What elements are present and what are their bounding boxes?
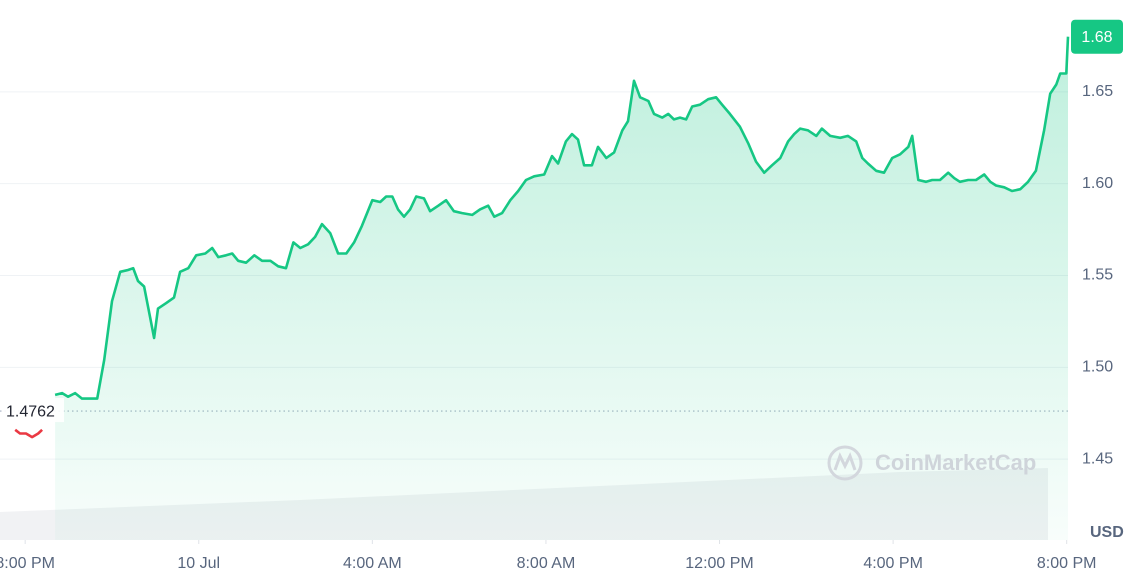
x-tick-label: 10 Jul <box>177 555 220 572</box>
watermark: CoinMarketCap <box>827 445 1036 481</box>
unit-label: USD <box>1090 524 1124 541</box>
y-tick-label: 1.50 <box>1082 359 1113 376</box>
price-line <box>54 36 1070 400</box>
y-tick-label: 1.45 <box>1082 450 1113 467</box>
price-badge-text: 1.68 <box>1081 29 1112 46</box>
x-tick-label: 8:00 PM <box>1037 555 1097 572</box>
y-tick-label: 1.55 <box>1082 267 1113 284</box>
y-tick-label: 1.65 <box>1082 83 1113 100</box>
watermark-text: CoinMarketCap <box>875 450 1036 475</box>
price-line <box>14 428 43 439</box>
price-badge <box>1071 19 1123 54</box>
x-tick-label: 12:00 PM <box>685 555 753 572</box>
area-fill <box>55 36 1069 540</box>
x-tick-label: 4:00 AM <box>343 555 402 572</box>
baseline-label: 1.4762 <box>6 403 55 420</box>
x-tick-label: 8:00 AM <box>517 555 576 572</box>
y-tick-label: 1.60 <box>1082 175 1113 192</box>
baseline-label-bg <box>2 398 64 423</box>
x-tick-label: 4:00 PM <box>863 555 923 572</box>
x-tick-label: 8:00 PM <box>0 555 55 572</box>
